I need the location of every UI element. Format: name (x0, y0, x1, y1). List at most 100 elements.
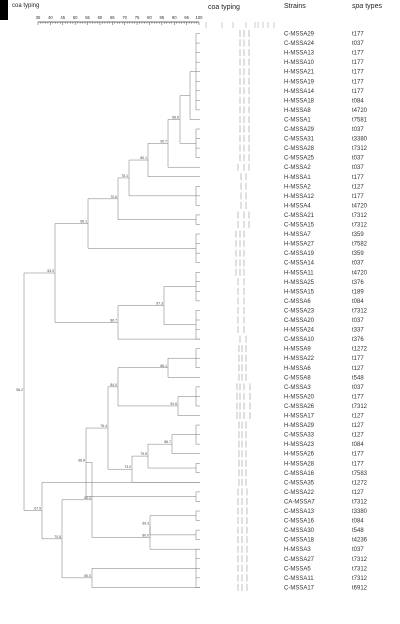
spa-type-label: t037 (352, 165, 364, 171)
spa-type-label: t1272 (352, 480, 368, 486)
spa-type-label: t177 (352, 394, 364, 400)
spa-type-label: t037 (352, 41, 364, 47)
strain-label: C-MSSA23 (284, 308, 315, 314)
spa-type-label: t084 (352, 299, 364, 305)
strain-label: C-MSSA13 (284, 509, 315, 515)
scale-tick-label: 85 (160, 15, 165, 20)
strain-label: H-MSSA29 (284, 423, 315, 429)
spa-type-label: t177 (352, 356, 364, 362)
scale-tick-label: 40 (48, 15, 53, 20)
spa-type-label: t359 (352, 232, 364, 238)
strain-label: C-MSSA27 (284, 557, 315, 563)
strain-label: H-MSSA9 (284, 347, 311, 353)
strain-label: C-MSSA24 (284, 41, 315, 47)
strain-label: H-MSSA27 (284, 242, 315, 248)
node-similarity-label: 76.4 (100, 424, 107, 428)
strain-label: C-MSSA35 (284, 480, 315, 486)
spa-type-label: t177 (352, 461, 364, 467)
strain-label: H-MSSA23 (284, 442, 315, 448)
node-similarity-label: 70.8 (54, 535, 61, 539)
spa-type-label: t177 (352, 79, 364, 85)
strain-label: C-MSSA11 (284, 576, 314, 582)
node-similarity-label: 80.1 (140, 156, 147, 160)
node-similarity-label: 86.7 (164, 440, 171, 444)
spa-type-label: t177 (352, 452, 364, 458)
node-similarity-label: 66.1 (80, 220, 87, 224)
spa-type-label: t548 (352, 528, 364, 534)
strain-label: C-MSSA19 (284, 251, 315, 257)
strain-label: H-MSSA2 (284, 184, 311, 190)
spa-type-label: t7312 (352, 213, 368, 219)
strain-label: C-MSSA18 (284, 538, 315, 544)
node-similarity-label: 56.2 (16, 388, 23, 392)
strain-label: C-MSSA6 (284, 299, 311, 305)
strain-label: C-MSSA21 (284, 213, 315, 219)
spa-type-label: t127 (352, 414, 364, 420)
spa-type-label: t037 (352, 261, 364, 267)
coa-band-pattern (205, 22, 275, 591)
strain-label: H-MSSA1 (284, 175, 311, 181)
spa-type-label: t4236 (352, 538, 368, 544)
strain-label: C-MSSA29 (284, 127, 315, 133)
spa-type-label: t7583 (352, 471, 368, 477)
strain-label: C-MSSA26 (284, 404, 315, 410)
spa-type-label: t7312 (352, 557, 368, 563)
strain-label: H-MSSA6 (284, 366, 311, 372)
spa-type-label: t6912 (352, 585, 368, 591)
strain-label: H-MSSA15 (284, 289, 315, 295)
strain-label: C-MSSA29 (284, 32, 315, 38)
strain-label: H-MSSA19 (284, 79, 315, 85)
strain-label: CA-MSSA7 (284, 499, 315, 505)
node-similarity-label: 86.7 (110, 318, 117, 322)
node-similarity-label: 84.0 (110, 383, 117, 387)
strain-label: H-MSSA17 (284, 414, 315, 420)
spa-type-label: t177 (352, 70, 364, 76)
strain-label: H-MSSA12 (284, 194, 315, 200)
spa-type-label: t177 (352, 89, 364, 95)
strain-label: C-MSSA16 (284, 519, 315, 525)
spa-type-label: t177 (352, 194, 364, 200)
strain-label: H-MSSA25 (284, 280, 315, 286)
strain-label: C-MSSA8 (284, 375, 311, 381)
spa-type-label: t127 (352, 423, 364, 429)
spa-type-label: t337 (352, 328, 364, 334)
strain-label: C-MSSA28 (284, 146, 315, 152)
node-similarity-label: 70.6 (110, 195, 117, 199)
scale-tick-label: 65 (110, 15, 115, 20)
spa-type-label: t127 (352, 490, 364, 496)
similarity-scale-title: coa typing (12, 3, 40, 9)
spa-type-label: t7312 (352, 223, 368, 229)
spa-type-label: t4720 (352, 270, 368, 276)
node-similarity-label: 75.1 (121, 174, 128, 178)
spa-type-label: t7312 (352, 499, 368, 505)
strain-label: H-MSSA18 (284, 98, 315, 104)
node-similarity-label: 67.9 (34, 507, 41, 511)
node-similarity-label: 80.0 (84, 496, 91, 500)
strain-label: C-MSSA17 (284, 585, 315, 591)
spa-title-italic: spa (352, 3, 364, 10)
coa-typing-title: coa typing (208, 4, 240, 11)
spa-type-label: t4720 (352, 203, 368, 209)
scale-tick-label: 35 (36, 15, 41, 20)
spa-type-label: t7312 (352, 308, 368, 314)
spa-type-label: t084 (352, 442, 364, 448)
strain-label: H-MSSA4 (284, 203, 311, 209)
scale-tick-label: 100 (196, 15, 204, 20)
strain-label: H-MSSA24 (284, 328, 315, 334)
spa-type-label: t037 (352, 385, 364, 391)
dendrogram-tree (23, 33, 200, 588)
strain-label: C-MSSA5 (284, 566, 311, 572)
leaf-labels: C-MSSA29 t177 C-MSSA24 t037 H-MSSA13 t177 H-MS… (284, 32, 368, 592)
spa-type-label: t376 (352, 280, 364, 286)
spa-type-label: t037 (352, 156, 364, 162)
strain-label: C-MSSA1 (284, 117, 311, 123)
strain-label: H-MSSA11 (284, 270, 314, 276)
node-similarity-label: 86.8 (172, 115, 179, 119)
spa-title-rest: types (363, 3, 382, 10)
strain-label: C-MSSA3 (284, 385, 311, 391)
strain-label: C-MSSA14 (284, 261, 315, 267)
strains-column-title: Strains (284, 3, 306, 10)
scale-tick-label: 80 (147, 15, 152, 20)
